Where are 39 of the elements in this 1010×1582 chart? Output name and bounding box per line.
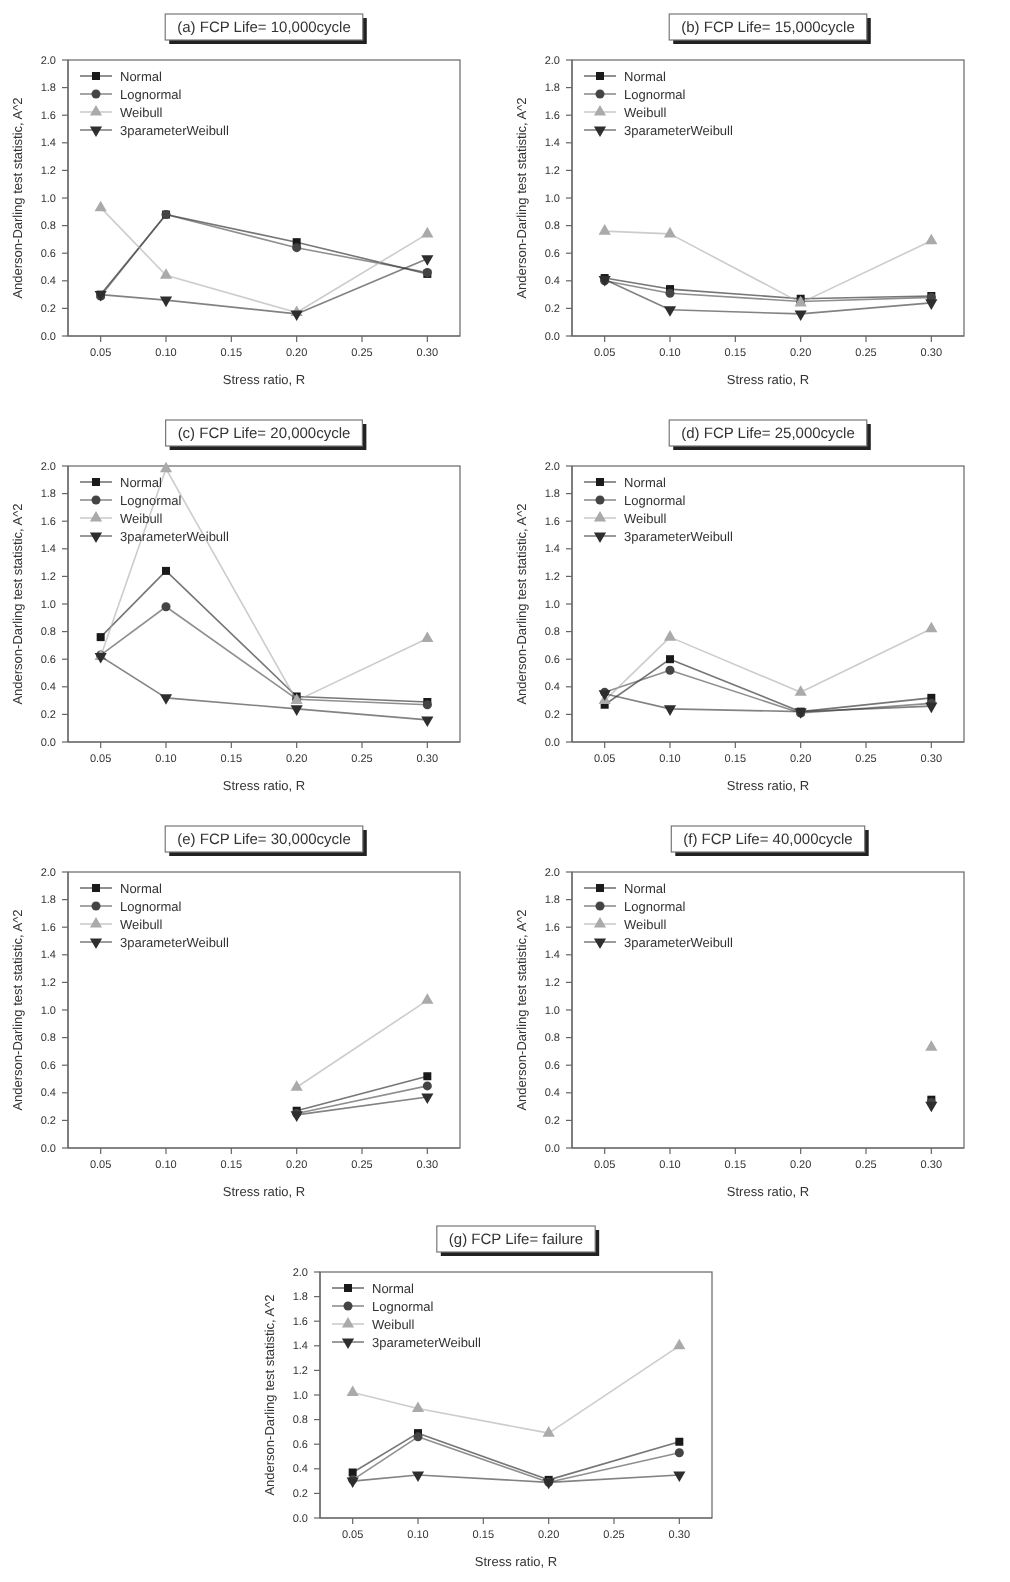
point: [96, 633, 105, 642]
point: [290, 705, 303, 716]
point: [925, 233, 938, 245]
point: [663, 226, 677, 238]
point: [674, 1448, 684, 1458]
point: [422, 1081, 432, 1091]
point: [159, 694, 173, 705]
point: [346, 1385, 359, 1397]
point: [794, 310, 807, 321]
point: [161, 602, 171, 612]
point: [665, 665, 675, 675]
point: [925, 702, 938, 714]
point: [925, 621, 938, 633]
point: [421, 226, 434, 238]
point: [411, 1401, 425, 1413]
point: [421, 631, 434, 643]
point: [159, 461, 173, 473]
point: [348, 1468, 357, 1477]
point: [663, 705, 677, 716]
point: [411, 1471, 425, 1482]
point: [162, 566, 170, 575]
point: [673, 1471, 686, 1482]
point: [542, 1426, 555, 1437]
point: [159, 296, 173, 308]
point: [598, 224, 611, 235]
point: [421, 255, 434, 266]
point: [421, 716, 434, 727]
point: [666, 655, 674, 664]
point: [159, 268, 173, 279]
point: [675, 1437, 684, 1446]
point: [663, 630, 677, 641]
point: [794, 685, 807, 696]
point: [673, 1338, 686, 1350]
point: [290, 310, 303, 321]
point: [292, 243, 302, 253]
point: [663, 306, 677, 317]
point: [94, 200, 107, 212]
point: [925, 299, 938, 310]
point: [423, 1072, 432, 1081]
